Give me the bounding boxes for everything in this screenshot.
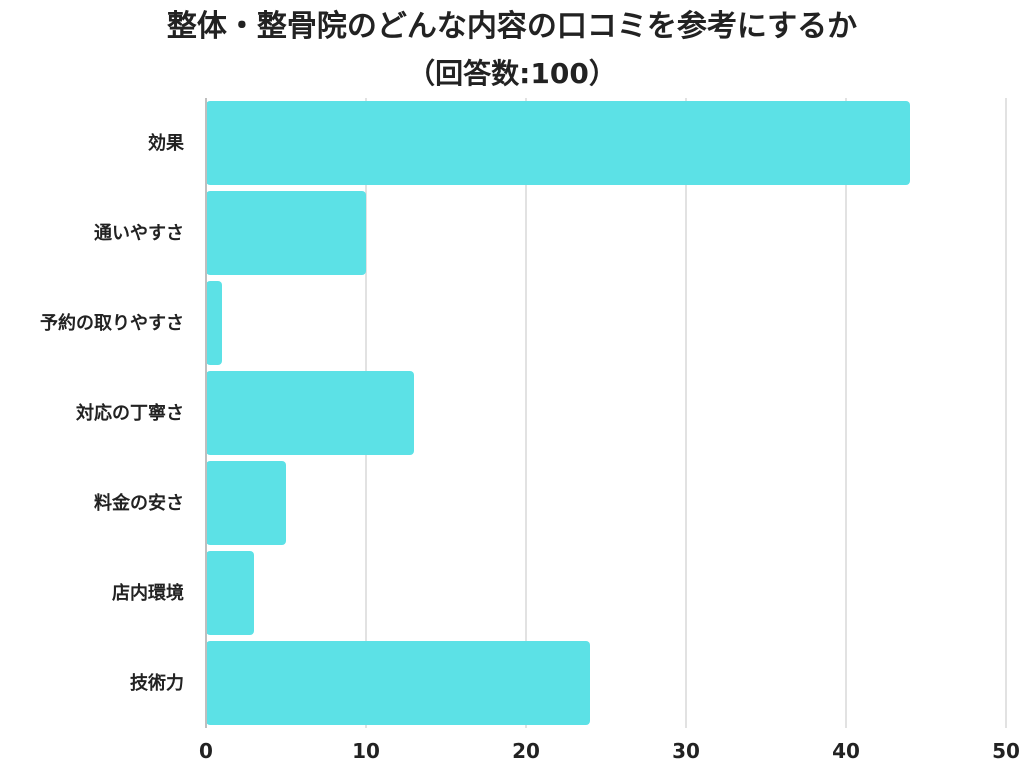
category-label: 料金の安さ: [94, 492, 184, 514]
category-label: 通いやすさ: [94, 223, 184, 244]
category-label: 技術力: [130, 672, 184, 694]
bar: [206, 371, 414, 455]
bar: [206, 551, 254, 635]
x-tick-label: 30: [672, 739, 700, 763]
category-label: 店内環境: [112, 582, 184, 604]
bar: [206, 281, 222, 365]
bars: [206, 101, 910, 725]
bar: [206, 641, 590, 725]
x-tick-labels: 0 10 20 30 40 50: [199, 739, 1020, 763]
x-tick-label: 40: [832, 739, 860, 763]
chart-subtitle: （回答数:100）: [407, 57, 617, 90]
x-tick-label: 0: [199, 739, 213, 763]
category-label: 予約の取りやすさ: [40, 312, 184, 334]
bar: [206, 101, 910, 185]
category-label: 効果: [148, 132, 185, 154]
grid-lines: [365, 98, 1007, 728]
x-tick-label: 10: [352, 739, 380, 763]
bar: [206, 461, 286, 545]
bar: [206, 191, 366, 275]
x-tick-label: 20: [512, 739, 540, 763]
chart-title: 整体・整骨院のどんな内容の口コミを参考にするか: [166, 9, 858, 44]
category-label: 対応の丁寧さ: [75, 402, 184, 424]
x-tick-label: 50: [992, 739, 1020, 763]
